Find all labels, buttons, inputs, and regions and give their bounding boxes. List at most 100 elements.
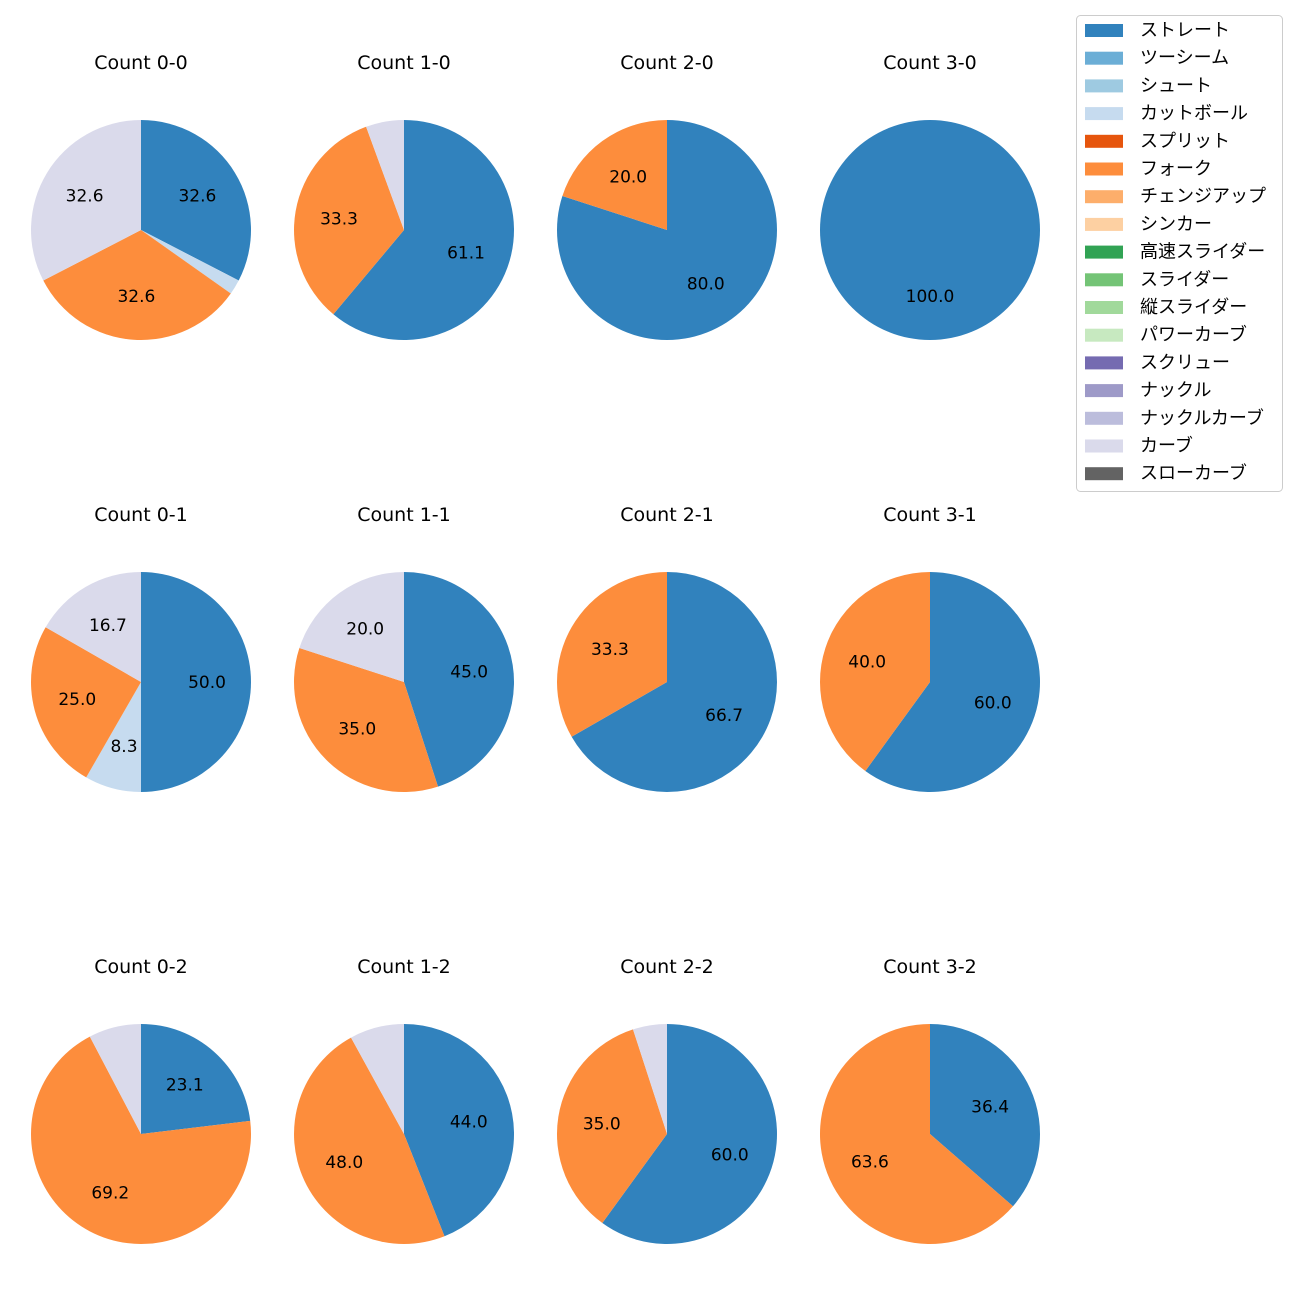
slice-label: 33.3 xyxy=(591,640,629,660)
pie-slice xyxy=(294,126,404,315)
slice-label: 35.0 xyxy=(583,1115,621,1135)
chart-title: Count 2-2 xyxy=(620,956,714,978)
slice-label: 8.3 xyxy=(110,737,137,757)
legend-swatch xyxy=(1085,439,1123,453)
legend-swatch xyxy=(1085,411,1123,425)
legend-swatch xyxy=(1085,384,1123,398)
pie-slice xyxy=(86,682,141,792)
pie-slice xyxy=(930,1024,1040,1207)
slice-label: 100.0 xyxy=(906,287,955,307)
legend-swatch xyxy=(1085,134,1123,148)
legend-label: シュート xyxy=(1140,75,1212,96)
pie-slice xyxy=(351,1024,404,1134)
pie-slice xyxy=(141,572,251,792)
legend-item: フォーク xyxy=(1085,159,1212,180)
legend-item: スクリュー xyxy=(1085,352,1230,373)
pie-chart: Count 1-2 44.0 48.0 xyxy=(294,956,515,1244)
pie-slice xyxy=(333,120,515,341)
legend-label: ナックル xyxy=(1140,380,1211,401)
pie-slice xyxy=(820,120,1040,340)
legend-swatch xyxy=(1085,467,1123,481)
pie-chart: Count 3-1 60.0 40.0 xyxy=(819,504,1040,792)
pie-chart: Count 0-0 32.6 32.6 32.6 xyxy=(30,52,252,341)
pie-slice xyxy=(141,230,239,294)
pie-slice xyxy=(294,1037,445,1244)
pie-slice xyxy=(45,572,142,682)
chart-title: Count 1-2 xyxy=(357,956,451,978)
pie-slice xyxy=(293,648,438,793)
slice-label: 33.3 xyxy=(320,210,358,230)
legend-item: ナックルカーブ xyxy=(1085,407,1264,429)
slice-label: 20.0 xyxy=(609,168,647,188)
legend-item: 縦スライダー xyxy=(1085,297,1247,318)
legend-swatch xyxy=(1085,217,1123,231)
slice-label: 16.7 xyxy=(89,616,127,636)
slice-label: 35.0 xyxy=(338,720,376,740)
slice-label: 60.0 xyxy=(974,693,1012,713)
legend-label: ナックルカーブ xyxy=(1140,407,1264,429)
legend-item: チェンジアップ xyxy=(1085,186,1266,207)
pie-chart: Count 3-0 100.0 xyxy=(820,52,1040,340)
pie-chart: Count 1-0 61.1 33.3 xyxy=(294,52,515,341)
chart-title: Count 1-0 xyxy=(357,52,451,74)
legend-label: フォーク xyxy=(1140,159,1212,180)
slice-label: 36.4 xyxy=(971,1098,1009,1118)
legend-item: カーブ xyxy=(1085,435,1193,457)
pie-chart: Count 3-2 36.4 63.6 xyxy=(819,956,1040,1244)
slice-label: 32.6 xyxy=(66,187,104,207)
legend-item: ツーシーム xyxy=(1085,48,1229,69)
pie-slice xyxy=(865,572,1040,792)
legend-item: シンカー xyxy=(1085,214,1212,235)
pie-slice xyxy=(30,120,141,281)
legend-label: スクリュー xyxy=(1140,352,1230,373)
chart-title: Count 0-1 xyxy=(94,504,188,526)
legend-label: パワーカーブ xyxy=(1140,324,1247,346)
slice-label: 66.7 xyxy=(705,706,743,726)
legend-item: ナックル xyxy=(1085,380,1211,401)
slice-label: 48.0 xyxy=(325,1153,363,1173)
legend-swatch xyxy=(1085,162,1123,176)
legend-item: シュート xyxy=(1085,75,1212,96)
pie-slice xyxy=(404,1024,515,1237)
slice-label: 25.0 xyxy=(58,690,96,710)
slice-label: 50.0 xyxy=(188,673,226,693)
slice-label: 63.6 xyxy=(851,1152,889,1172)
pie-slice xyxy=(404,572,515,787)
legend-item: 高速スライダー xyxy=(1085,242,1265,263)
pie-chart: Count 2-1 66.7 33.3 xyxy=(556,504,777,792)
legend-swatch xyxy=(1085,356,1123,370)
pie-slice xyxy=(602,1024,777,1244)
pie-slice xyxy=(89,1024,141,1134)
pie-slice xyxy=(556,120,777,340)
legend-label: シンカー xyxy=(1140,214,1212,235)
chart-title: Count 2-0 xyxy=(620,52,714,74)
legend-swatch xyxy=(1085,24,1123,37)
pie-chart: Count 0-1 50.0 8.3 25.0 16.7 xyxy=(30,504,251,792)
slice-label: 23.1 xyxy=(166,1076,204,1096)
chart-title: Count 0-0 xyxy=(94,52,188,74)
legend-swatch xyxy=(1085,51,1123,65)
legend-swatch xyxy=(1085,79,1123,93)
slice-label: 61.1 xyxy=(447,244,485,264)
pie-slice xyxy=(819,572,930,771)
pie-chart: Count 2-0 80.0 20.0 xyxy=(556,52,777,340)
slice-label: 20.0 xyxy=(346,620,384,640)
legend-frame xyxy=(1076,15,1283,492)
chart-title: Count 3-2 xyxy=(883,956,977,978)
slice-label: 40.0 xyxy=(848,653,886,673)
pie-slice xyxy=(633,1024,667,1134)
chart-title: Count 1-1 xyxy=(357,504,451,526)
legend-label: 縦スライダー xyxy=(1140,297,1247,318)
pie-chart: Count 0-2 23.1 69.2 xyxy=(31,956,252,1244)
legend-swatch xyxy=(1085,328,1123,342)
legend-label: カーブ xyxy=(1140,435,1193,457)
slice-label: 32.6 xyxy=(178,187,216,207)
legend-label: チェンジアップ xyxy=(1140,186,1266,207)
slice-label: 45.0 xyxy=(450,663,488,683)
legend-swatch xyxy=(1085,190,1123,204)
legend-item: ストレート xyxy=(1085,20,1230,41)
legend-label: スローカーブ xyxy=(1140,462,1247,484)
pie-slice xyxy=(31,1036,252,1244)
